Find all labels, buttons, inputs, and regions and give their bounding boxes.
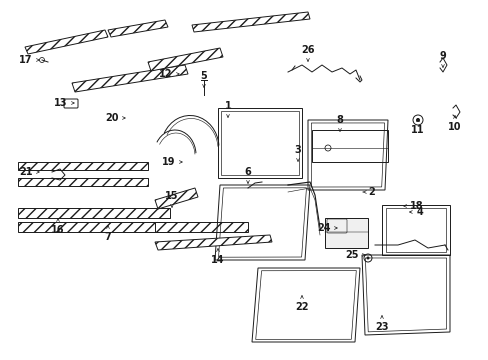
Polygon shape: [325, 218, 367, 248]
Text: 1: 1: [224, 101, 231, 117]
Text: 19: 19: [162, 157, 182, 167]
Text: 18: 18: [403, 201, 423, 211]
Polygon shape: [148, 48, 223, 71]
Text: 7: 7: [104, 226, 111, 242]
Text: 23: 23: [374, 316, 388, 332]
Polygon shape: [192, 12, 309, 32]
Circle shape: [415, 118, 419, 122]
Polygon shape: [25, 30, 108, 54]
Text: 13: 13: [54, 98, 74, 108]
Polygon shape: [18, 178, 148, 186]
Text: 5: 5: [200, 71, 207, 87]
Text: 8: 8: [336, 115, 343, 131]
Text: 21: 21: [19, 167, 39, 177]
Text: 26: 26: [301, 45, 314, 61]
Text: 2: 2: [362, 187, 375, 197]
Text: 14: 14: [211, 249, 224, 265]
Text: 24: 24: [317, 223, 337, 233]
Polygon shape: [108, 20, 168, 37]
Polygon shape: [18, 222, 170, 232]
Polygon shape: [155, 188, 198, 209]
Text: 6: 6: [244, 167, 251, 183]
Text: 15: 15: [165, 191, 179, 207]
Polygon shape: [18, 162, 148, 170]
Text: 10: 10: [447, 116, 461, 132]
Text: 9: 9: [439, 51, 446, 67]
Circle shape: [366, 256, 369, 260]
Text: 11: 11: [410, 119, 424, 135]
Text: 12: 12: [159, 69, 179, 79]
Text: 3: 3: [294, 145, 301, 161]
Text: 16: 16: [51, 219, 64, 235]
Text: 17: 17: [19, 55, 39, 65]
Polygon shape: [18, 208, 170, 218]
Polygon shape: [155, 235, 271, 250]
Polygon shape: [72, 65, 187, 92]
Text: 20: 20: [105, 113, 125, 123]
Text: 4: 4: [409, 207, 423, 217]
Text: 25: 25: [345, 250, 365, 260]
Polygon shape: [155, 222, 247, 232]
Text: 22: 22: [295, 296, 308, 312]
